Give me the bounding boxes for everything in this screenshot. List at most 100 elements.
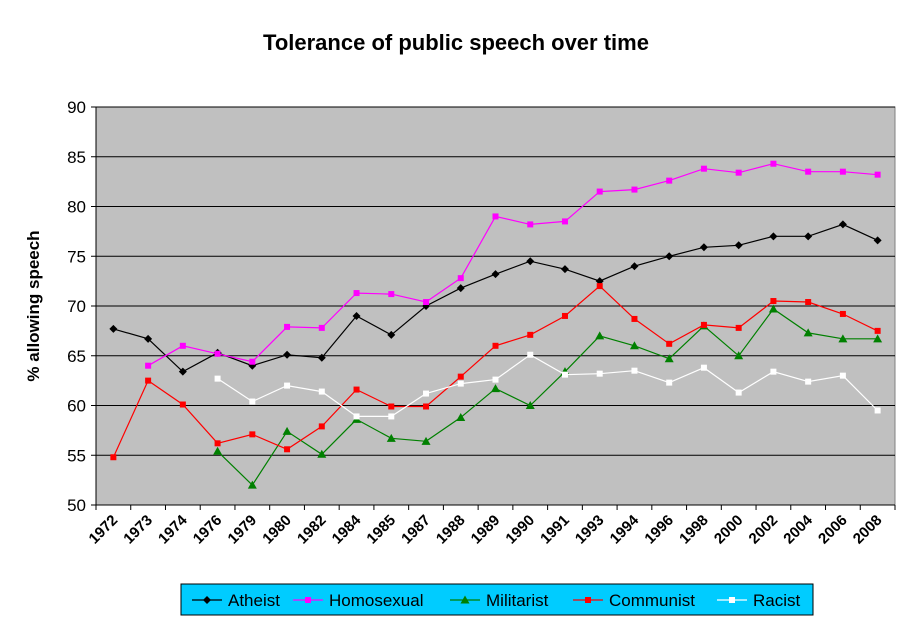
data-point-militarist — [282, 426, 292, 435]
data-point-communist — [527, 331, 534, 338]
data-point-atheist — [665, 252, 674, 261]
legend-marker — [305, 597, 311, 603]
y-tick-label: 50 — [67, 496, 86, 515]
data-point-communist — [214, 440, 221, 447]
data-point-atheist — [178, 367, 187, 376]
data-point-homosexual — [318, 324, 325, 331]
data-point-racist — [700, 364, 707, 371]
legend-item-homosexual: Homosexual — [293, 591, 424, 610]
x-tick-label: 1994 — [607, 511, 643, 547]
data-point-homosexual — [284, 323, 291, 330]
chart-title: Tolerance of public speech over time — [263, 30, 649, 55]
legend: Atheist Homosexual Militarist Communist Raci… — [180, 583, 814, 616]
x-tick-label: 1988 — [433, 512, 469, 548]
y-tick-label: 65 — [67, 347, 86, 366]
data-point-militarist — [247, 480, 257, 489]
x-tick-label: 1998 — [676, 512, 712, 548]
data-point-racist — [666, 379, 673, 386]
data-point-racist — [457, 380, 464, 387]
data-point-militarist — [491, 384, 500, 393]
x-axis-ticks: 1972 1973 1974 1976 1979 1980 1982 1984 1985 1987… — [86, 504, 896, 548]
series-line-homosexual — [147, 163, 878, 367]
legend-label: Communist — [609, 591, 695, 610]
data-point-communist — [353, 386, 360, 393]
data-point-communist — [770, 298, 777, 305]
data-point-racist — [353, 413, 360, 420]
data-point-militarist — [525, 401, 535, 409]
data-point-homosexual — [388, 291, 395, 298]
data-point-racist — [492, 376, 499, 383]
data-point-communist — [839, 310, 846, 317]
data-point-atheist — [387, 330, 396, 339]
x-tick-label: 1991 — [537, 512, 573, 548]
x-tick-label: 2004 — [780, 511, 816, 547]
legend-item-racist: Racist — [717, 591, 801, 610]
data-point-homosexual — [214, 350, 221, 357]
data-point-militarist — [421, 436, 431, 445]
data-point-racist — [318, 388, 325, 395]
data-point-racist — [596, 370, 603, 377]
legend-marker — [585, 597, 591, 603]
series-line-militarist — [217, 308, 878, 487]
y-tick-label: 75 — [67, 247, 86, 266]
x-tick-label: 1990 — [502, 512, 538, 548]
data-point-homosexual — [527, 221, 534, 228]
x-tick-label: 1979 — [225, 512, 261, 548]
y-tick-label: 70 — [67, 297, 86, 316]
y-axis-ticks: 50 55 60 65 70 75 80 85 90 — [67, 98, 97, 515]
data-point-racist — [874, 407, 881, 414]
data-point-racist — [839, 372, 846, 379]
x-tick-label: 2000 — [711, 512, 747, 548]
data-point-atheist — [352, 311, 361, 320]
x-tick-label: 1984 — [329, 511, 365, 547]
data-point-communist — [666, 340, 673, 347]
y-tick-label: 80 — [67, 198, 86, 217]
data-point-racist — [284, 382, 291, 389]
data-point-racist — [249, 398, 256, 405]
y-axis-label: % allowing speech — [24, 230, 43, 381]
data-point-racist — [388, 413, 395, 420]
y-tick-label: 60 — [67, 397, 86, 416]
x-tick-label: 2002 — [746, 512, 782, 548]
data-point-homosexual — [179, 342, 186, 349]
data-point-homosexual — [874, 171, 881, 178]
data-point-militarist — [386, 433, 396, 442]
x-tick-label: 1972 — [86, 512, 122, 548]
data-point-militarist — [595, 331, 605, 340]
data-point-militarist — [317, 449, 327, 458]
data-point-militarist — [629, 341, 639, 350]
legend-label: Militarist — [486, 591, 549, 610]
data-point-atheist — [317, 353, 326, 362]
data-point-racist — [805, 378, 812, 385]
data-point-communist — [423, 403, 430, 410]
series-racist — [214, 351, 881, 420]
data-point-atheist — [144, 334, 153, 343]
y-tick-label: 90 — [67, 98, 86, 117]
data-point-communist — [284, 446, 291, 453]
data-point-communist — [249, 431, 256, 438]
legend-marker — [729, 597, 735, 603]
series-homosexual — [145, 160, 881, 369]
data-point-racist — [631, 367, 638, 374]
legend-label: Atheist — [228, 591, 280, 610]
data-point-communist — [805, 299, 812, 306]
data-point-communist — [874, 327, 881, 334]
data-point-communist — [457, 373, 464, 380]
data-point-atheist — [804, 232, 813, 241]
data-point-communist — [596, 283, 603, 290]
x-tick-label: 2008 — [850, 512, 886, 548]
data-point-atheist — [769, 232, 778, 241]
x-tick-label: 1985 — [363, 512, 399, 548]
series-communist — [110, 283, 881, 461]
data-point-homosexual — [805, 168, 812, 175]
x-tick-label: 1996 — [641, 512, 677, 548]
data-point-militarist — [873, 334, 883, 343]
x-tick-label: 1989 — [468, 512, 504, 548]
data-point-militarist — [664, 354, 674, 363]
data-point-homosexual — [700, 165, 707, 172]
data-point-militarist — [734, 351, 744, 360]
series-line-racist — [217, 354, 879, 417]
x-tick-label: 1987 — [398, 512, 434, 548]
data-point-homosexual — [770, 160, 777, 167]
